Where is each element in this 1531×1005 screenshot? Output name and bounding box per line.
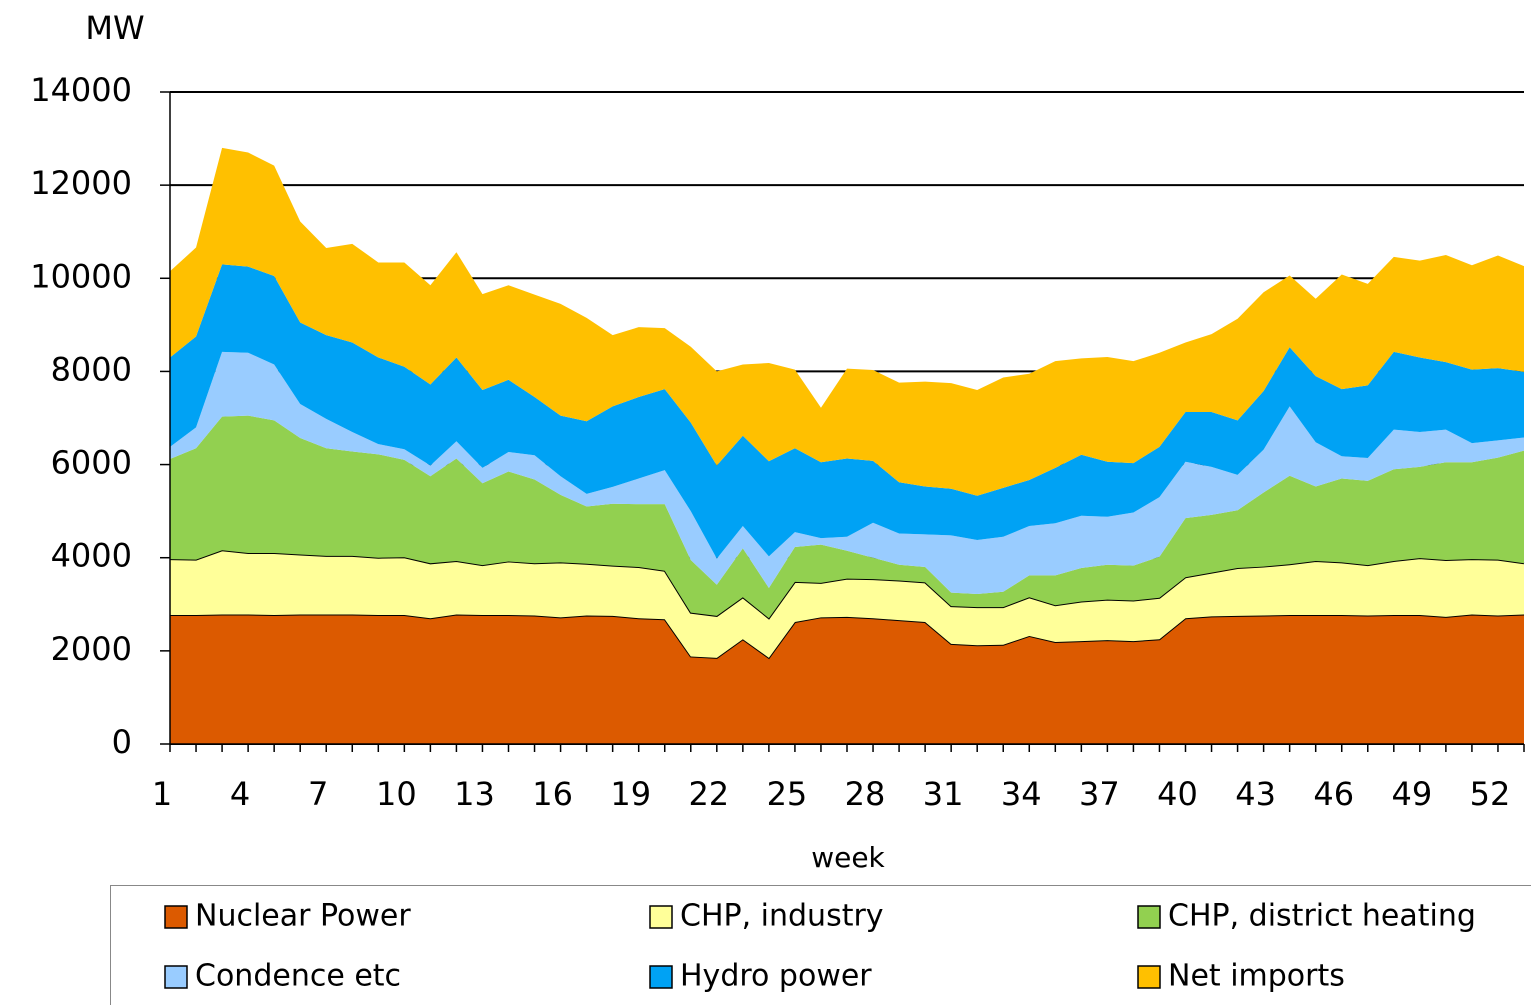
x-axis-label: week xyxy=(811,841,885,874)
x-tick-label: 46 xyxy=(1313,775,1354,813)
x-tick-label: 4 xyxy=(230,775,250,813)
x-tick-label: 28 xyxy=(845,775,886,813)
legend-label: Nuclear Power xyxy=(195,899,411,934)
legend-label: Net imports xyxy=(1168,959,1345,994)
y-tick-label: 12000 xyxy=(30,164,132,202)
legend-swatch xyxy=(164,905,188,929)
y-tick-label: 10000 xyxy=(30,257,132,295)
legend-box xyxy=(110,885,1531,1005)
x-tick-label: 43 xyxy=(1235,775,1276,813)
area xyxy=(170,147,1524,496)
x-tick-label: 1 xyxy=(152,775,172,813)
legend-swatch xyxy=(1137,905,1161,929)
y-axis-label: MW xyxy=(85,9,144,47)
x-tick-label: 49 xyxy=(1391,775,1432,813)
legend-swatch xyxy=(649,965,673,989)
x-tick-label: 52 xyxy=(1470,775,1511,813)
y-tick-label: 0 xyxy=(112,723,132,761)
x-tick-label: 40 xyxy=(1157,775,1198,813)
legend-swatch xyxy=(1137,965,1161,989)
legend-label: Hydro power xyxy=(680,959,872,994)
y-tick-label: 2000 xyxy=(51,630,132,668)
x-tick-label: 34 xyxy=(1001,775,1042,813)
x-tick-label: 10 xyxy=(376,775,417,813)
x-tick-label: 37 xyxy=(1079,775,1120,813)
legend-swatch xyxy=(649,905,673,929)
x-tick-label: 25 xyxy=(767,775,808,813)
x-tick-label: 19 xyxy=(610,775,651,813)
y-tick-label: 6000 xyxy=(51,444,132,482)
x-tick-label: 31 xyxy=(923,775,964,813)
y-tick-label: 4000 xyxy=(51,537,132,575)
area xyxy=(170,264,1524,559)
y-tick-label: 8000 xyxy=(51,350,132,388)
area xyxy=(170,550,1524,658)
area xyxy=(170,351,1524,595)
x-tick-label: 7 xyxy=(308,775,328,813)
area xyxy=(170,415,1524,619)
y-tick-label: 14000 xyxy=(30,71,132,109)
legend-swatch xyxy=(164,965,188,989)
area xyxy=(170,614,1524,744)
x-tick-label: 16 xyxy=(532,775,573,813)
legend-label: CHP, industry xyxy=(680,899,884,934)
legend-label: Condence etc xyxy=(195,959,401,994)
x-tick-label: 13 xyxy=(454,775,495,813)
legend-label: CHP, district heating xyxy=(1168,899,1476,934)
x-tick-label: 22 xyxy=(688,775,729,813)
